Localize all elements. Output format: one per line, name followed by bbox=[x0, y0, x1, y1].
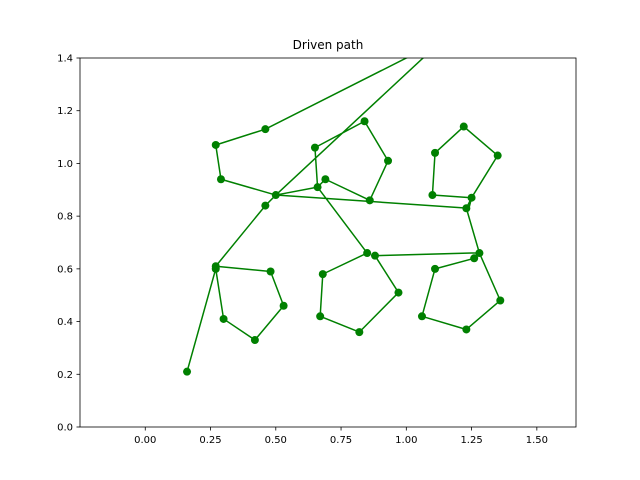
path-point bbox=[475, 249, 484, 258]
path-point bbox=[428, 191, 437, 200]
path-point bbox=[271, 191, 280, 200]
path-point bbox=[431, 264, 440, 273]
path-point bbox=[183, 367, 192, 376]
chart-title: Driven path bbox=[293, 38, 364, 52]
y-tick-label: 0.2 bbox=[57, 370, 73, 381]
path-point bbox=[470, 254, 479, 263]
path-point bbox=[219, 314, 228, 323]
path-point bbox=[394, 288, 403, 297]
y-tick-label: 0.6 bbox=[57, 264, 73, 275]
y-tick-label: 0.8 bbox=[57, 212, 73, 223]
path-point bbox=[363, 249, 372, 258]
x-tick-label: 1.50 bbox=[526, 435, 548, 446]
x-tick-label: 0.75 bbox=[330, 435, 352, 446]
path-point bbox=[467, 193, 476, 202]
path-point bbox=[310, 143, 319, 152]
path-point bbox=[261, 125, 270, 134]
y-axis: 0.0 0.2 0.4 0.6 0.8 1.0 1.2 1.4 bbox=[57, 54, 80, 434]
plot-area bbox=[183, 58, 505, 376]
path-point bbox=[261, 201, 270, 210]
path-point bbox=[216, 175, 225, 184]
x-tick-label: 0.00 bbox=[134, 435, 156, 446]
path-point bbox=[365, 196, 374, 205]
path-point bbox=[462, 204, 471, 213]
x-tick-label: 1.00 bbox=[395, 435, 417, 446]
y-tick-label: 0.0 bbox=[57, 423, 73, 434]
path-point bbox=[211, 262, 220, 271]
y-tick-label: 1.2 bbox=[57, 106, 73, 117]
path-point bbox=[316, 312, 325, 321]
path-point bbox=[462, 325, 471, 334]
x-tick-label: 0.25 bbox=[199, 435, 221, 446]
path-point bbox=[459, 122, 468, 131]
path-point bbox=[360, 117, 369, 126]
axes-frame bbox=[79, 57, 577, 428]
path-point bbox=[493, 151, 502, 160]
path-point bbox=[279, 301, 288, 310]
path-point bbox=[417, 312, 426, 321]
path-point bbox=[313, 183, 322, 192]
x-tick-label: 0.50 bbox=[265, 435, 287, 446]
path-point bbox=[266, 267, 275, 276]
y-tick-label: 1.4 bbox=[57, 54, 73, 65]
path-point bbox=[496, 296, 505, 305]
y-tick-label: 1.0 bbox=[57, 159, 73, 170]
path-point bbox=[318, 270, 327, 279]
path-point bbox=[211, 140, 220, 149]
path-point bbox=[384, 156, 393, 165]
y-tick-label: 0.4 bbox=[57, 317, 73, 328]
x-tick-label: 1.25 bbox=[460, 435, 482, 446]
x-axis: 0.00 0.25 0.50 0.75 1.00 1.25 1.50 bbox=[134, 427, 548, 446]
path-point bbox=[431, 148, 440, 157]
path-point bbox=[355, 328, 364, 337]
path-point bbox=[321, 175, 330, 184]
path-point bbox=[370, 251, 379, 260]
path-point bbox=[250, 336, 259, 345]
